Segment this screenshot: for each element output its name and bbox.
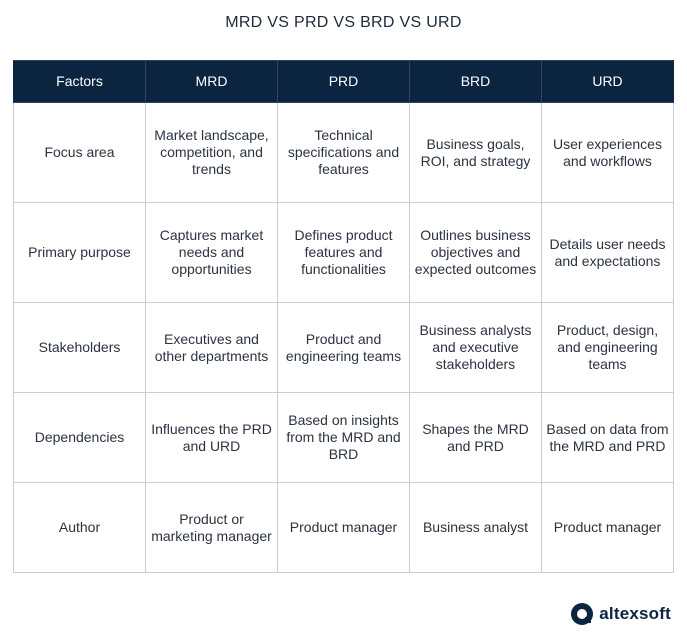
table-cell: Shapes the MRD and PRD	[409, 392, 542, 483]
table-cell: Business analysts and executive stakehol…	[409, 302, 542, 393]
header-mrd: MRD	[145, 60, 278, 103]
row-label: Author	[13, 482, 146, 573]
row-label: Stakeholders	[13, 302, 146, 393]
table-cell: Defines product features and functionali…	[277, 202, 410, 303]
table-cell: Captures market needs and opportunities	[145, 202, 278, 303]
table-cell: Technical specifications and features	[277, 102, 410, 203]
table-cell: Product manager	[541, 482, 674, 573]
table-cell: Product and engineering teams	[277, 302, 410, 393]
table-cell: Product manager	[277, 482, 410, 573]
row-label: Dependencies	[13, 392, 146, 483]
table-cell: Business goals, ROI, and strategy	[409, 102, 542, 203]
table-cell: Product or marketing manager	[145, 482, 278, 573]
header-brd: BRD	[409, 60, 542, 103]
header-factors: Factors	[13, 60, 146, 103]
table-cell: Market landscape, competition, and trend…	[145, 102, 278, 203]
page-title: MRD VS PRD VS BRD VS URD	[225, 14, 462, 31]
table-cell: Product, design, and engineering teams	[541, 302, 674, 393]
table-cell: Business analyst	[409, 482, 542, 573]
table-cell: Outlines business objectives and expecte…	[409, 202, 542, 303]
table-row: Primary purpose Captures market needs an…	[13, 202, 674, 303]
header-urd: URD	[541, 60, 674, 103]
table-row: Focus area Market landscape, competition…	[13, 102, 674, 203]
table-cell: Based on insights from the MRD and BRD	[277, 392, 410, 483]
comparison-table: Factors MRD PRD BRD URD Focus area Marke…	[13, 60, 674, 573]
table-header-row: Factors MRD PRD BRD URD	[13, 60, 674, 103]
table-row: Dependencies Influences the PRD and URD …	[13, 392, 674, 483]
brand-name: altexsoft	[599, 604, 671, 623]
table-cell: Executives and other departments	[145, 302, 278, 393]
table-cell: Influences the PRD and URD	[145, 392, 278, 483]
table-row: Author Product or marketing manager Prod…	[13, 482, 674, 573]
table-cell: User experiences and workflows	[541, 102, 674, 203]
table-cell: Details user needs and expectations	[541, 202, 674, 303]
row-label: Primary purpose	[13, 202, 146, 303]
table-cell: Based on data from the MRD and PRD	[541, 392, 674, 483]
row-label: Focus area	[13, 102, 146, 203]
brand-logo: altexsoft	[571, 603, 671, 625]
header-prd: PRD	[277, 60, 410, 103]
table-row: Stakeholders Executives and other depart…	[13, 302, 674, 393]
altexsoft-logo-icon	[571, 603, 594, 625]
